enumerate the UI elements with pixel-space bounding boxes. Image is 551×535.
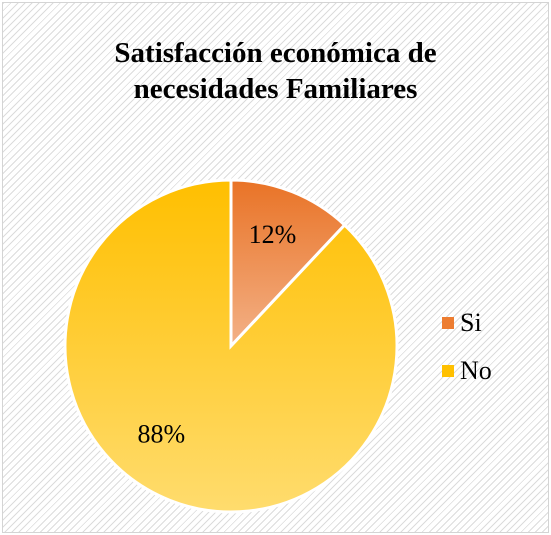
pie-slice-si bbox=[229, 178, 347, 350]
chart-title: Satisfacción económica de necesidades Fa… bbox=[3, 35, 548, 107]
legend-item-no: No bbox=[442, 353, 492, 389]
legend-item-si: Si bbox=[442, 305, 492, 341]
data-label-si: 12% bbox=[249, 220, 297, 249]
pie-slice-no bbox=[63, 178, 399, 514]
chart-title-line-2: necesidades Familiares bbox=[133, 73, 418, 105]
legend-swatch-no bbox=[442, 365, 454, 377]
legend-label-no: No bbox=[460, 356, 492, 385]
legend-label-si: Si bbox=[460, 308, 482, 337]
legend: Si No bbox=[442, 305, 492, 401]
legend-swatch-si bbox=[442, 317, 454, 329]
data-label-no: 88% bbox=[137, 419, 185, 448]
chart-title-line-1: Satisfacción económica de bbox=[114, 37, 437, 69]
pie-chart: 12% 88% bbox=[63, 178, 399, 514]
